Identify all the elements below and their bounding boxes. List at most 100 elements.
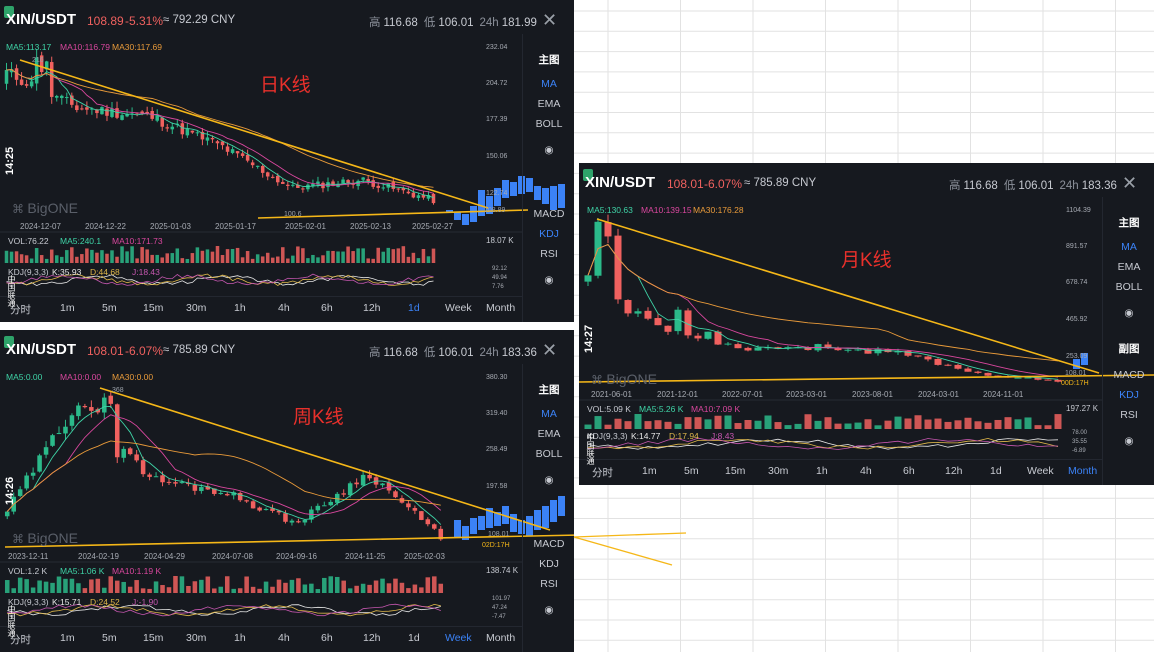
timeframe-bar: 分时 1m 5m 15m 30m 1h 4h 6h 12h 1d Week Month	[0, 296, 522, 321]
indicator-boll[interactable]: BOLL	[1115, 281, 1143, 293]
projection-block	[558, 496, 565, 516]
volume-axis-max: 138.74 K	[486, 566, 519, 575]
candle-body	[694, 335, 702, 339]
candle-body	[160, 117, 164, 127]
y-axis-tick: 319.40	[486, 410, 508, 417]
indicator-rsi[interactable]: RSI	[540, 248, 558, 260]
candle-body	[1054, 379, 1062, 382]
timeframe-分时[interactable]: 分时	[10, 634, 31, 646]
indicator-ema[interactable]: EMA	[537, 98, 561, 110]
kdj-line	[7, 603, 441, 617]
indicator-macd[interactable]: MACD	[533, 208, 565, 220]
candle-body	[864, 349, 872, 354]
indicator-ma[interactable]: MA	[541, 78, 557, 90]
candle-body	[361, 177, 365, 180]
volume-bar	[814, 420, 822, 429]
indicator-ema[interactable]: EMA	[1117, 261, 1141, 273]
indicator-main[interactable]: 主图	[538, 54, 560, 66]
volume-bar	[56, 576, 62, 593]
indicator-ma[interactable]: MA	[541, 408, 557, 420]
timeframe-Month[interactable]: Month	[486, 632, 516, 644]
timeframe-12h[interactable]: 12h	[945, 465, 963, 477]
timeframe-分时[interactable]: 分时	[592, 467, 613, 479]
candle-body	[205, 137, 210, 141]
timeframe-30m[interactable]: 30m	[186, 632, 207, 644]
indicator-kdj[interactable]: KDJ	[539, 558, 559, 570]
pair-title: XIN/USDT	[6, 341, 77, 358]
indicator-boll[interactable]: BOLL	[535, 118, 563, 130]
timeframe-1h[interactable]: 1h	[234, 302, 246, 314]
timeframe-分时[interactable]: 分时	[10, 304, 31, 316]
timeframe-Week[interactable]: Week	[1027, 465, 1054, 477]
eye-icon[interactable]: ◉	[1124, 435, 1134, 447]
timeframe-1d[interactable]: 1d	[408, 302, 420, 314]
volume-bar	[864, 419, 872, 429]
status-time: 14:27	[583, 324, 595, 353]
timeframe-1h[interactable]: 1h	[234, 632, 246, 644]
timeframe-12h[interactable]: 12h	[363, 632, 381, 644]
last-price: 108.89	[87, 14, 124, 28]
close-icon[interactable]: ✕	[1122, 173, 1138, 193]
timeframe-4h[interactable]: 4h	[860, 465, 872, 477]
x-axis-date: 2025-01-03	[150, 222, 191, 231]
timeframe-4h[interactable]: 4h	[278, 302, 290, 314]
kdj-axis-tick: 7.76	[492, 284, 504, 290]
timeframe-4h[interactable]: 4h	[278, 632, 290, 644]
timeframe-15m[interactable]: 15m	[143, 302, 164, 314]
eye-icon[interactable]: ◉	[544, 144, 554, 156]
indicator-kdj[interactable]: KDJ	[539, 228, 559, 240]
candle-body	[140, 460, 146, 475]
price-change: -5.31%	[125, 14, 164, 28]
indicator-ema[interactable]: EMA	[537, 428, 561, 440]
volume-bar	[160, 585, 165, 593]
candle-body	[108, 395, 114, 404]
close-icon[interactable]: ✕	[542, 10, 558, 30]
timeframe-6h[interactable]: 6h	[903, 465, 915, 477]
timeframe-6h[interactable]: 6h	[321, 632, 333, 644]
volume-vol-legend: VOL:5.09 K	[587, 404, 631, 414]
timeframe-Week[interactable]: Week	[445, 302, 472, 314]
indicator-macd[interactable]: MACD	[533, 538, 565, 550]
timeframe-1m[interactable]: 1m	[60, 302, 75, 314]
volume-bar	[316, 257, 320, 263]
carrier-label: 中国联通	[586, 433, 595, 465]
timeframe-6h[interactable]: 6h	[321, 302, 333, 314]
indicator-main[interactable]: 主图	[1118, 217, 1140, 229]
indicator-sub[interactable]: 副图	[1118, 343, 1140, 355]
close-icon[interactable]: ✕	[542, 340, 558, 360]
timeframe-12h[interactable]: 12h	[363, 302, 381, 314]
timeframe-30m[interactable]: 30m	[186, 302, 207, 314]
y-axis-tick: 678.74	[1066, 279, 1088, 286]
eye-icon[interactable]: ◉	[544, 604, 554, 616]
timeframe-1m[interactable]: 1m	[60, 632, 75, 644]
eye-icon[interactable]: ◉	[544, 474, 554, 486]
indicator-rsi[interactable]: RSI	[540, 578, 558, 590]
indicator-boll[interactable]: BOLL	[535, 448, 563, 460]
timeframe-5m[interactable]: 5m	[102, 632, 117, 644]
indicator-rsi[interactable]: RSI	[1120, 409, 1138, 421]
timeframe-1h[interactable]: 1h	[816, 465, 828, 477]
timeframe-5m[interactable]: 5m	[102, 302, 117, 314]
indicator-macd[interactable]: MACD	[1113, 369, 1145, 381]
timeframe-1d[interactable]: 1d	[408, 632, 420, 644]
timeframe-5m[interactable]: 5m	[684, 465, 699, 477]
timeframe-15m[interactable]: 15m	[725, 465, 746, 477]
eye-icon[interactable]: ◉	[1124, 307, 1134, 319]
timeframe-1d[interactable]: 1d	[990, 465, 1002, 477]
peak-label: 216	[32, 57, 44, 64]
timeframe-15m[interactable]: 15m	[143, 632, 164, 644]
timeframe-Month[interactable]: Month	[486, 302, 516, 314]
indicator-main[interactable]: 主图	[538, 384, 560, 396]
timeframe-1m[interactable]: 1m	[642, 465, 657, 477]
ma10-legend: MA10:116.79	[60, 42, 110, 52]
volume-bar	[341, 251, 345, 263]
candle-body	[315, 505, 321, 511]
eye-icon[interactable]: ◉	[544, 274, 554, 286]
indicator-ma[interactable]: MA	[1121, 241, 1137, 253]
timeframe-Month[interactable]: Month	[1068, 465, 1098, 477]
indicator-kdj[interactable]: KDJ	[1119, 389, 1139, 401]
timeframe-30m[interactable]: 30m	[768, 465, 789, 477]
kdj-axis-tick: -7.47	[492, 614, 506, 620]
high-value: 116.68	[383, 347, 418, 359]
timeframe-Week[interactable]: Week	[445, 632, 472, 644]
